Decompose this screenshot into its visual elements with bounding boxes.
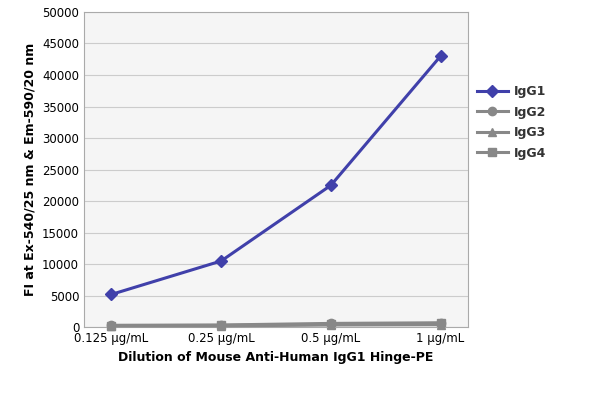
IgG3 [218,324,225,328]
IgG4 [218,323,225,328]
IgG2 [327,321,334,326]
Legend: IgG1, IgG2, IgG3, IgG4: IgG1, IgG2, IgG3, IgG4 [472,80,552,164]
IgG3 [108,324,115,328]
IgG1 [218,259,225,263]
IgG1 [437,54,444,59]
IgG1 [327,183,334,188]
IgG4 [437,321,444,326]
Y-axis label: FI at Ex-540/25 nm & Em-590/20 nm: FI at Ex-540/25 nm & Em-590/20 nm [23,43,37,296]
IgG4 [108,323,115,328]
IgG2 [218,322,225,327]
Line: IgG3: IgG3 [107,320,445,330]
IgG4 [327,322,334,327]
IgG2 [437,320,444,325]
IgG3 [437,322,444,327]
X-axis label: Dilution of Mouse Anti-Human IgG1 Hinge-PE: Dilution of Mouse Anti-Human IgG1 Hinge-… [118,351,434,363]
IgG2 [108,323,115,328]
IgG1 [108,292,115,297]
Line: IgG2: IgG2 [107,318,445,330]
Line: IgG4: IgG4 [107,319,445,330]
Line: IgG1: IgG1 [107,52,445,298]
IgG3 [327,322,334,327]
